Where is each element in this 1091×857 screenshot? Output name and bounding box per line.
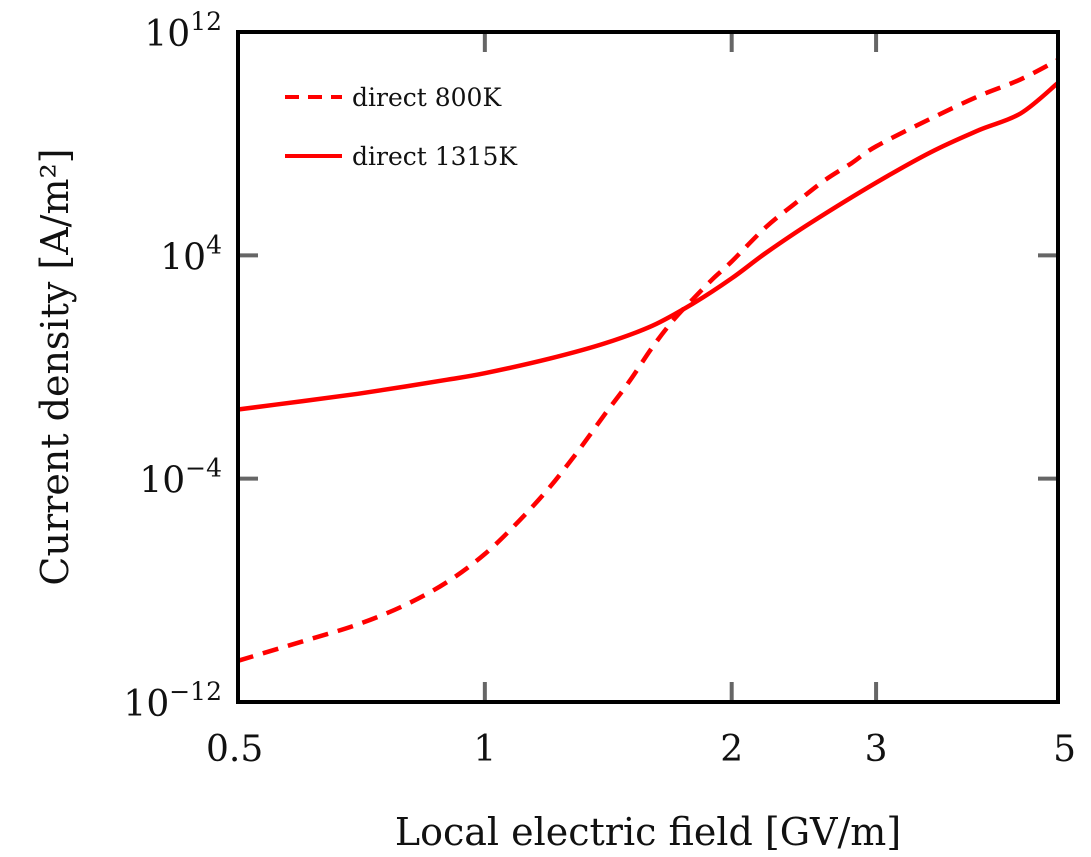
x-tick-label: 1 [473,729,496,770]
x-tick-label: 5 [1053,729,1076,770]
y-tick-label: 10−4 [139,454,222,502]
legend-label-1315k: direct 1315K [352,142,518,171]
y-tick-label: 10−12 [123,677,222,725]
x-tick-label: 3 [865,729,888,770]
x-tick-label: 0.5 [206,729,263,770]
x-axis-title: Local electric field [GV/m] [395,810,901,854]
plot-frame [236,30,1060,704]
ticks-layer [238,32,1058,702]
series-line-1 [237,57,1060,663]
labels-layer: 0.5 1 2 3 5 10−12 10−4 104 1012 [123,7,1076,770]
series-layer [237,57,1060,663]
y-axis-title: Current density [A/m²] [33,148,77,585]
y-tick-label: 1012 [144,7,222,55]
legend-label-800k: direct 800K [352,83,502,112]
y-tick-label: 104 [160,230,222,278]
series-line-2 [237,81,1060,412]
x-tick-label: 2 [720,729,743,770]
legend: direct 800K direct 1315K [285,83,518,171]
